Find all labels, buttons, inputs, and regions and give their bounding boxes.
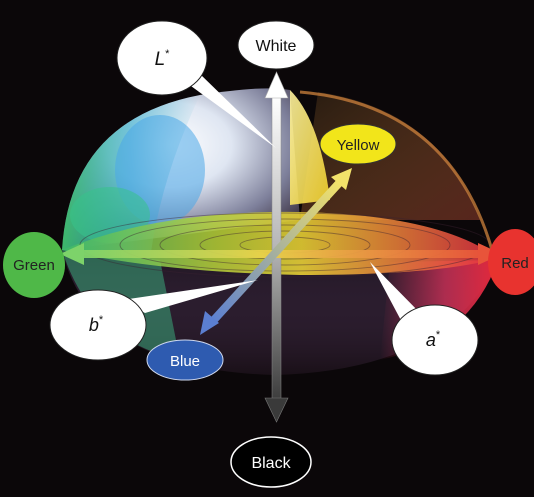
b-star-superscript: * (99, 314, 104, 326)
l-star-letter: L (155, 49, 166, 70)
l-star-callout: L* (116, 20, 208, 96)
b-star-callout: b* (49, 289, 147, 361)
svg-text:a*: a* (426, 329, 441, 350)
white-label-text: White (256, 38, 297, 55)
black-endpoint-label: Black (230, 436, 312, 488)
white-endpoint-label: White (237, 20, 315, 70)
a-star-superscript: * (436, 329, 441, 341)
l-star-superscript: * (165, 48, 170, 60)
b-star-letter: b (89, 315, 99, 335)
a-star-letter: a (426, 330, 436, 350)
yellow-label-text: Yellow (337, 137, 380, 154)
red-endpoint-label: Red (488, 229, 534, 295)
yellow-endpoint-label: Yellow (319, 123, 397, 165)
svg-text:L*: L* (155, 48, 171, 70)
blue-label-text: Blue (170, 353, 200, 370)
b-star-pointer (122, 280, 258, 313)
l-star-pointer (180, 74, 276, 148)
red-label-text: Red (501, 255, 529, 272)
green-label-text: Green (13, 257, 55, 274)
b-axis (200, 168, 352, 335)
black-label-text: Black (251, 455, 291, 472)
blue-endpoint-label: Blue (146, 339, 224, 381)
a-star-callout: a* (391, 304, 479, 376)
a-star-pointer (370, 262, 425, 326)
callout-pointers (122, 74, 425, 326)
green-endpoint-label: Green (3, 232, 65, 298)
svg-text:b*: b* (89, 314, 104, 335)
